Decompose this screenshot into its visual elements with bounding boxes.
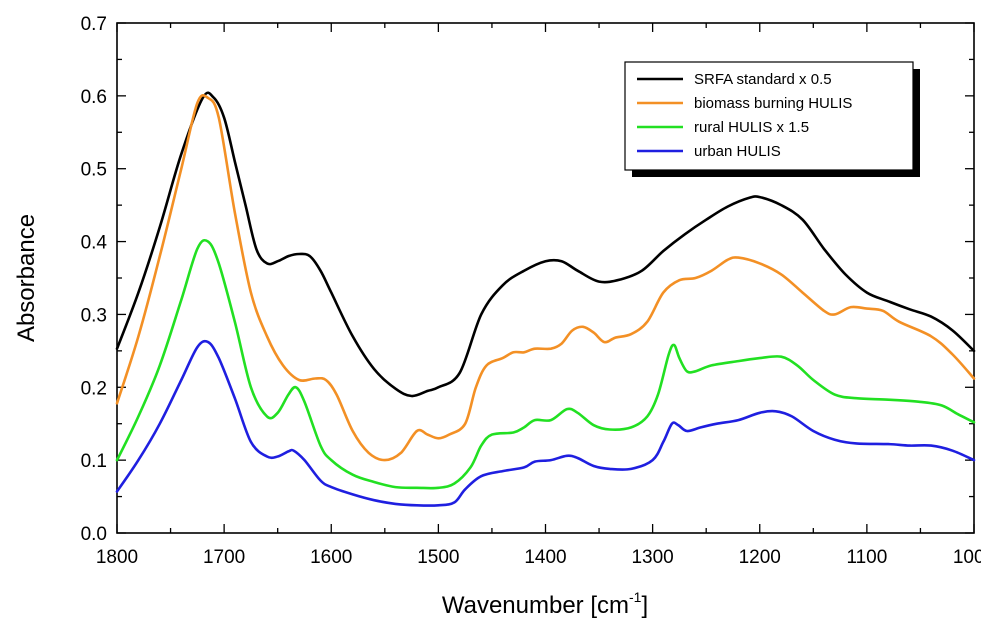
y-tick-label: 0.5 xyxy=(81,160,107,181)
x-tick-label: 1100 xyxy=(846,547,887,568)
x-tick-label: 1600 xyxy=(310,547,352,568)
series-line-1 xyxy=(115,93,976,462)
x-tick-label: 1800 xyxy=(96,547,138,568)
y-axis-title: Absorbance xyxy=(13,214,40,342)
y-tick-label: 0.4 xyxy=(81,233,108,254)
series-line-0 xyxy=(115,91,976,398)
x-tick-label: 1700 xyxy=(203,547,245,568)
axis-ticks xyxy=(116,22,975,534)
series-line-2 xyxy=(115,238,976,490)
y-tick-label: 0.0 xyxy=(81,524,107,545)
legend-label-2: rural HULIS x 1.5 xyxy=(694,119,809,136)
series-lines xyxy=(115,91,976,507)
x-tick-label: 1200 xyxy=(739,547,781,568)
series-line-3 xyxy=(115,339,976,507)
x-axis-title-superscript: -1 xyxy=(629,589,642,605)
x-axis-title: Wavenumber [cm-1] xyxy=(442,589,648,618)
x-axis-title-main: Wavenumber [cm xyxy=(442,592,629,618)
x-tick-label: 1300 xyxy=(631,547,673,568)
legend-label-1: biomass burning HULIS xyxy=(694,95,852,112)
y-tick-label: 0.1 xyxy=(81,451,107,472)
x-tick-label: 1400 xyxy=(524,547,566,568)
y-tick-label: 0.6 xyxy=(81,87,107,108)
y-tick-label: 0.2 xyxy=(81,378,107,399)
legend-label-3: urban HULIS xyxy=(694,143,781,160)
legend-label-0: SRFA standard x 0.5 xyxy=(694,71,832,88)
y-tick-label: 0.3 xyxy=(81,305,107,326)
x-axis-title-suffix: ] xyxy=(641,592,648,618)
y-tick-label: 0.7 xyxy=(81,14,107,35)
x-tick-label: 1500 xyxy=(417,547,459,568)
legend: SRFA standard x 0.5 biomass burning HULIS… xyxy=(624,61,920,177)
